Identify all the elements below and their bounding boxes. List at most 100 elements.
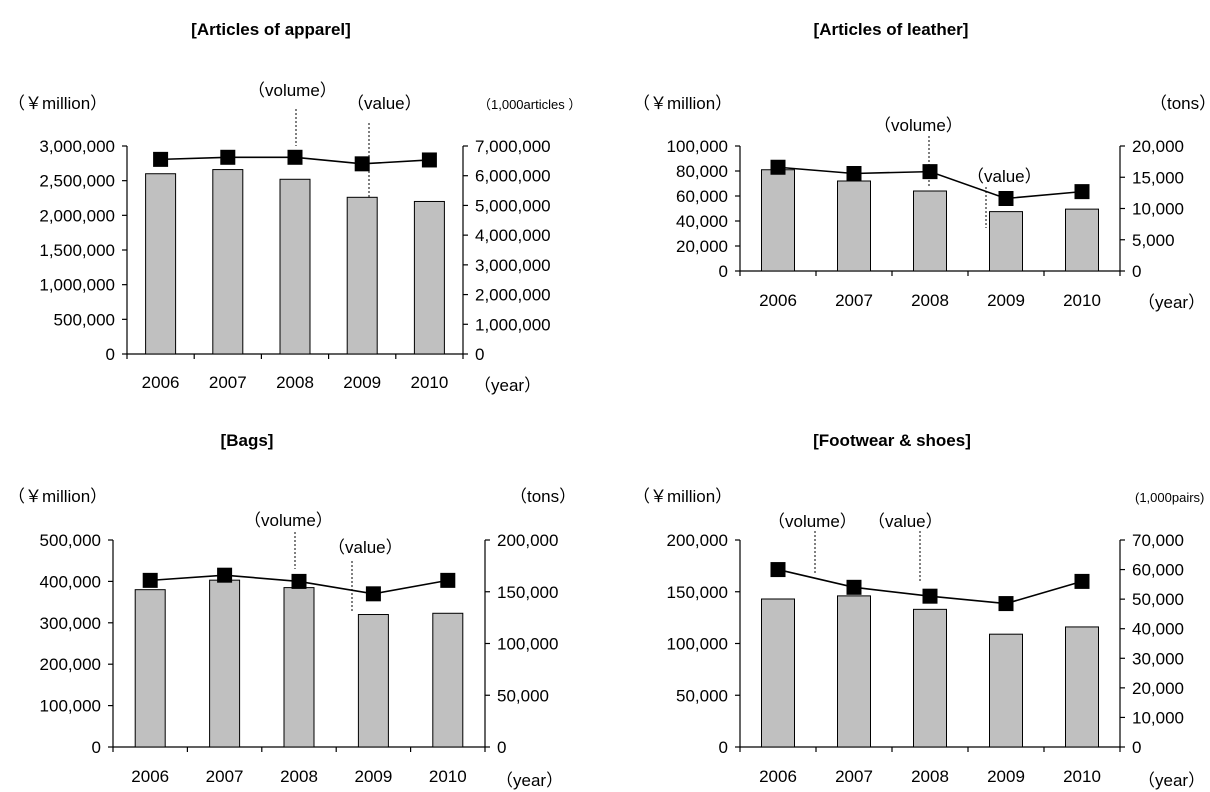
left-tick-label: 400,000: [40, 572, 101, 591]
right-tick-label: 200,000: [497, 531, 558, 550]
chart-panel: [Bags] （￥million） （tons） （year） 0 100,000 200,…: [8, 431, 576, 790]
chart-title: [Bags]: [221, 431, 274, 450]
annotation-label: （value）: [347, 94, 422, 113]
left-axis-unit: （￥million）: [633, 94, 732, 113]
x-tick-label: 2008: [280, 767, 318, 786]
right-tick-label: 0: [1132, 738, 1141, 757]
left-tick-label: 1,500,000: [39, 241, 115, 260]
left-tick-label: 0: [719, 262, 728, 281]
right-tick-label: 5,000: [1132, 231, 1175, 250]
left-axis-unit: （￥million）: [633, 487, 732, 506]
point-volume: [365, 586, 381, 602]
chart-title: [Articles of apparel]: [191, 20, 351, 39]
x-tick-label: 2007: [209, 373, 247, 392]
left-axis-unit: （￥million）: [8, 94, 107, 113]
left-tick-label: 100,000: [667, 635, 728, 654]
annotation-label: （value）: [328, 538, 403, 557]
x-tick-label: 2007: [206, 767, 244, 786]
x-tick-label: 2006: [142, 373, 180, 392]
annotation-label: （volume）: [768, 512, 857, 531]
x-tick-label: 2010: [410, 373, 448, 392]
bar-value: [913, 608, 947, 748]
bar-value: [989, 633, 1023, 748]
point-volume: [287, 149, 303, 165]
annotation-label: （value）: [967, 167, 1042, 186]
right-tick-label: 15,000: [1132, 168, 1184, 187]
bar-value: [279, 178, 311, 355]
chart-title: [Articles of leather]: [814, 20, 969, 39]
chart-title: [Footwear & shoes]: [813, 431, 971, 450]
left-tick-label: 200,000: [40, 655, 101, 674]
right-axis-unit: (1,000pairs): [1135, 490, 1204, 505]
right-tick-label: 0: [1132, 262, 1141, 281]
x-tick-label: 2008: [911, 291, 949, 310]
right-tick-label: 10,000: [1132, 708, 1184, 727]
point-volume: [922, 164, 938, 180]
x-axis-unit: （year）: [496, 771, 563, 790]
left-tick-label: 300,000: [40, 614, 101, 633]
x-tick-label: 2007: [835, 291, 873, 310]
bar-value: [913, 190, 947, 272]
point-volume: [998, 596, 1014, 612]
bar-value: [346, 196, 378, 355]
x-tick-label: 2008: [911, 767, 949, 786]
x-tick-label: 2009: [354, 767, 392, 786]
x-tick-label: 2008: [276, 373, 314, 392]
point-volume: [922, 588, 938, 604]
point-volume: [846, 166, 862, 181]
chart-panel: [Footwear & shoes] （￥million） (1,000pairs)…: [633, 431, 1205, 790]
right-tick-label: 1,000,000: [475, 315, 551, 334]
bar-value: [761, 598, 795, 748]
left-tick-label: 500,000: [40, 531, 101, 550]
left-tick-label: 500,000: [54, 310, 115, 329]
left-tick-label: 150,000: [667, 583, 728, 602]
left-tick-label: 100,000: [667, 137, 728, 156]
x-tick-label: 2006: [759, 291, 797, 310]
left-tick-label: 1,000,000: [39, 276, 115, 295]
right-tick-label: 150,000: [497, 583, 558, 602]
bar-value: [1065, 626, 1099, 748]
bar-value: [432, 612, 464, 748]
bar-value: [357, 614, 389, 748]
right-tick-label: 50,000: [497, 686, 549, 705]
bar-value: [761, 169, 795, 272]
point-volume: [1074, 573, 1090, 589]
bar-value: [283, 587, 315, 748]
bar-value: [212, 169, 244, 355]
x-tick-label: 2010: [429, 767, 467, 786]
left-tick-label: 2,000,000: [39, 206, 115, 225]
bar-value: [837, 180, 871, 272]
point-volume: [846, 579, 862, 595]
x-axis-unit: （year）: [1138, 771, 1205, 790]
right-tick-label: 30,000: [1132, 649, 1184, 668]
left-tick-label: 40,000: [676, 212, 728, 231]
point-volume: [142, 572, 158, 588]
point-volume: [1074, 184, 1090, 200]
x-axis-unit: （year）: [1138, 293, 1205, 312]
point-volume: [153, 151, 169, 167]
right-axis-unit: （1,000articles ）: [478, 97, 581, 112]
bar-value: [989, 211, 1023, 272]
point-volume: [770, 159, 786, 175]
left-tick-label: 2,500,000: [39, 172, 115, 191]
bar-value: [134, 589, 166, 748]
point-volume: [770, 562, 786, 578]
right-tick-label: 6,000,000: [475, 167, 551, 186]
right-tick-label: 7,000,000: [475, 137, 551, 156]
bar-value: [145, 173, 177, 355]
point-volume: [354, 156, 370, 172]
right-tick-label: 60,000: [1132, 561, 1184, 580]
right-axis-unit: （tons）: [510, 487, 576, 506]
annotation-label: （volume）: [244, 511, 333, 530]
left-tick-label: 3,000,000: [39, 137, 115, 156]
right-tick-label: 5,000,000: [475, 196, 551, 215]
right-tick-label: 0: [475, 345, 484, 364]
left-tick-label: 200,000: [667, 531, 728, 550]
left-tick-label: 0: [92, 738, 101, 757]
right-tick-label: 4,000,000: [475, 226, 551, 245]
bar-value: [209, 579, 241, 748]
x-tick-label: 2007: [835, 767, 873, 786]
x-tick-label: 2009: [987, 767, 1025, 786]
x-tick-label: 2009: [343, 373, 381, 392]
left-tick-label: 60,000: [676, 187, 728, 206]
